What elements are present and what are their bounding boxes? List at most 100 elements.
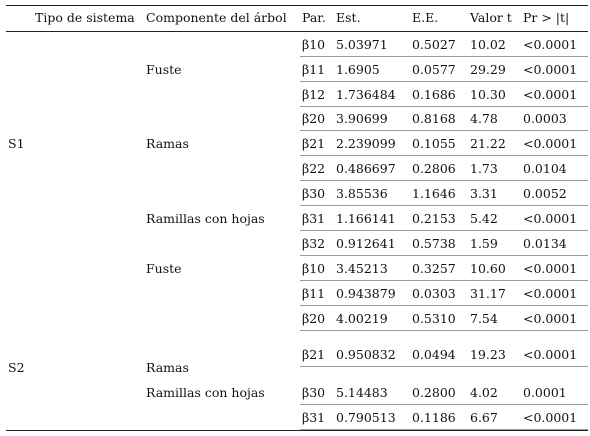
row-rule bbox=[300, 205, 588, 206]
row-t: 7.54 bbox=[470, 311, 498, 326]
row-t: 4.78 bbox=[470, 111, 498, 126]
row-p: <0.0001 bbox=[523, 286, 578, 301]
row-est: 3.85536 bbox=[336, 186, 388, 201]
row-t: 29.29 bbox=[470, 62, 506, 77]
header-pr-t: Pr > |t| bbox=[523, 10, 570, 25]
row-par: β10 bbox=[302, 261, 326, 276]
row-rule bbox=[300, 366, 588, 367]
row-t: 31.17 bbox=[470, 286, 506, 301]
row-rule bbox=[300, 180, 588, 181]
row-par: β30 bbox=[302, 186, 326, 201]
row-t: 1.73 bbox=[470, 161, 498, 176]
row-ee: 0.0303 bbox=[412, 286, 456, 301]
row-p: <0.0001 bbox=[523, 37, 578, 52]
row-rule bbox=[300, 429, 588, 430]
row-ee: 0.2153 bbox=[412, 211, 456, 226]
row-est: 1.736484 bbox=[336, 87, 396, 102]
group-label: S2 bbox=[8, 360, 25, 375]
row-est: 4.00219 bbox=[336, 311, 388, 326]
row-est: 0.950832 bbox=[336, 347, 396, 362]
row-rule bbox=[300, 81, 588, 82]
component-label: Ramillas con hojas bbox=[146, 211, 265, 226]
row-p: 0.0104 bbox=[523, 161, 567, 176]
header-componente: Componente del árbol bbox=[146, 10, 287, 25]
row-t: 5.42 bbox=[470, 211, 498, 226]
group-label: S1 bbox=[8, 136, 25, 151]
row-p: 0.0003 bbox=[523, 111, 567, 126]
row-ee: 0.1055 bbox=[412, 136, 456, 151]
component-label: Ramillas con hojas bbox=[146, 385, 265, 400]
row-rule bbox=[300, 130, 588, 131]
row-p: <0.0001 bbox=[523, 136, 578, 151]
row-rule bbox=[300, 255, 588, 256]
header-ee: E.E. bbox=[412, 10, 439, 25]
row-par: β10 bbox=[302, 37, 326, 52]
row-p: 0.0001 bbox=[523, 385, 567, 400]
row-est: 3.45213 bbox=[336, 261, 388, 276]
row-est: 0.912641 bbox=[336, 236, 396, 251]
row-est: 0.943879 bbox=[336, 286, 396, 301]
row-ee: 0.8168 bbox=[412, 111, 456, 126]
row-rule bbox=[300, 106, 588, 107]
row-est: 1.6905 bbox=[336, 62, 380, 77]
row-t: 10.02 bbox=[470, 37, 506, 52]
row-ee: 0.0494 bbox=[412, 347, 456, 362]
row-est: 0.486697 bbox=[336, 161, 396, 176]
row-ee: 0.2806 bbox=[412, 161, 456, 176]
row-est: 3.90699 bbox=[336, 111, 388, 126]
component-label: Ramas bbox=[146, 360, 189, 375]
row-p: 0.0134 bbox=[523, 236, 567, 251]
bottom-rule bbox=[6, 430, 588, 431]
row-par: β21 bbox=[302, 136, 326, 151]
row-t: 4.02 bbox=[470, 385, 498, 400]
header-valor-t: Valor t bbox=[470, 10, 512, 25]
row-rule bbox=[300, 305, 588, 306]
component-label: Ramas bbox=[146, 136, 189, 151]
row-ee: 0.5027 bbox=[412, 37, 456, 52]
row-p: <0.0001 bbox=[523, 311, 578, 326]
row-p: <0.0001 bbox=[523, 410, 578, 425]
row-par: β31 bbox=[302, 410, 326, 425]
header-rule bbox=[6, 31, 588, 32]
row-par: β11 bbox=[302, 62, 326, 77]
row-ee: 0.5738 bbox=[412, 236, 456, 251]
row-p: <0.0001 bbox=[523, 211, 578, 226]
row-rule bbox=[300, 280, 588, 281]
row-ee: 0.1186 bbox=[412, 410, 456, 425]
row-p: <0.0001 bbox=[523, 62, 578, 77]
row-rule bbox=[300, 404, 588, 405]
row-t: 21.22 bbox=[470, 136, 506, 151]
row-t: 10.30 bbox=[470, 87, 506, 102]
row-ee: 0.3257 bbox=[412, 261, 456, 276]
row-par: β11 bbox=[302, 286, 326, 301]
row-p: <0.0001 bbox=[523, 87, 578, 102]
row-rule bbox=[300, 56, 588, 57]
row-par: β32 bbox=[302, 236, 326, 251]
row-t: 3.31 bbox=[470, 186, 498, 201]
row-par: β21 bbox=[302, 347, 326, 362]
component-label: Fuste bbox=[146, 261, 182, 276]
row-par: β20 bbox=[302, 311, 326, 326]
row-ee: 1.1646 bbox=[412, 186, 456, 201]
header-par: Par. bbox=[302, 10, 326, 25]
row-p: <0.0001 bbox=[523, 347, 578, 362]
row-rule bbox=[300, 155, 588, 156]
row-ee: 0.2800 bbox=[412, 385, 456, 400]
row-t: 19.23 bbox=[470, 347, 506, 362]
row-rule bbox=[300, 330, 588, 331]
row-est: 0.790513 bbox=[336, 410, 396, 425]
row-p: <0.0001 bbox=[523, 261, 578, 276]
row-par: β20 bbox=[302, 111, 326, 126]
row-est: 5.03971 bbox=[336, 37, 388, 52]
top-rule bbox=[6, 5, 588, 6]
row-p: 0.0052 bbox=[523, 186, 567, 201]
row-est: 1.166141 bbox=[336, 211, 396, 226]
row-est: 2.239099 bbox=[336, 136, 396, 151]
row-ee: 0.5310 bbox=[412, 311, 456, 326]
row-t: 1.59 bbox=[470, 236, 498, 251]
row-par: β22 bbox=[302, 161, 326, 176]
row-ee: 0.0577 bbox=[412, 62, 456, 77]
row-par: β31 bbox=[302, 211, 326, 226]
row-est: 5.14483 bbox=[336, 385, 388, 400]
header-tipo-sistema: Tipo de sistema bbox=[35, 10, 135, 25]
